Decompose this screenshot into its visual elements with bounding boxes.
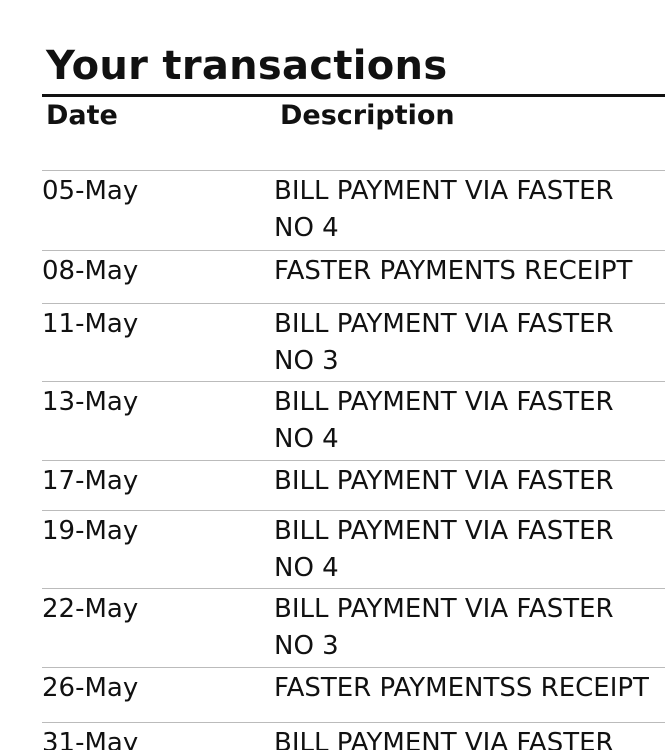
- page-title: Your transactions: [46, 43, 448, 89]
- column-header: Description: [280, 100, 455, 131]
- date-cell: 19-May: [42, 516, 139, 546]
- row-separator: [42, 170, 665, 171]
- description-line: FASTER PAYMENTSS RECEIPT: [274, 673, 649, 703]
- description-line: BILL PAYMENT VIA FASTER: [274, 466, 614, 496]
- description-line: BILL PAYMENT VIA FASTER: [274, 176, 614, 206]
- date-cell: 05-May: [42, 176, 139, 206]
- date-cell: 08-May: [42, 256, 139, 286]
- description-line: NO 3: [274, 346, 339, 376]
- date-cell: 26-May: [42, 673, 139, 703]
- date-cell: 22-May: [42, 594, 139, 624]
- description-line: FASTER PAYMENTS RECEIPT: [274, 256, 633, 286]
- column-header: Date: [46, 100, 118, 131]
- date-cell: 11-May: [42, 309, 139, 339]
- description-line: BILL PAYMENT VIA FASTER: [274, 309, 614, 339]
- row-separator: [42, 381, 665, 382]
- row-separator: [42, 722, 665, 723]
- description-line: NO 4: [274, 553, 339, 583]
- date-cell: 13-May: [42, 387, 139, 417]
- row-separator: [42, 510, 665, 511]
- row-separator: [42, 303, 665, 304]
- description-line: BILL PAYMENT VIA FASTER: [274, 387, 614, 417]
- row-separator: [42, 460, 665, 461]
- description-line: BILL PAYMENT VIA FASTER: [274, 516, 614, 546]
- header-rule: [42, 94, 665, 97]
- description-line: NO 4: [274, 213, 339, 243]
- description-line: BILL PAYMENT VIA FASTER: [274, 728, 614, 750]
- row-separator: [42, 250, 665, 251]
- date-cell: 31-May: [42, 728, 139, 750]
- description-line: NO 3: [274, 631, 339, 661]
- description-line: BILL PAYMENT VIA FASTER: [274, 594, 614, 624]
- description-line: NO 4: [274, 424, 339, 454]
- row-separator: [42, 667, 665, 668]
- date-cell: 17-May: [42, 466, 139, 496]
- row-separator: [42, 588, 665, 589]
